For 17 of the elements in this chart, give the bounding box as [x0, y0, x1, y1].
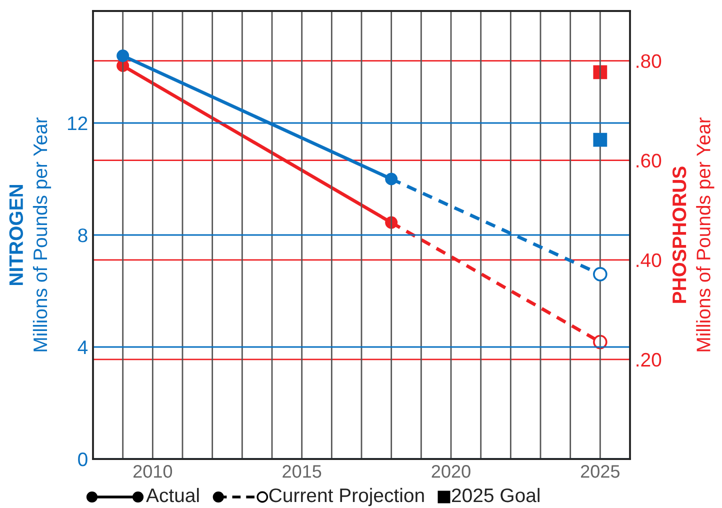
text: Current Projection	[269, 488, 424, 506]
x-tick-label: 2010	[133, 465, 172, 478]
y-tick-label: 12	[68, 116, 88, 130]
y2-tick-label: .20	[636, 352, 662, 367]
text: Actual	[146, 488, 199, 502]
x-tick-label: 2015	[282, 465, 322, 478]
y-tick-label: 4	[78, 340, 88, 354]
x-tick-label: 2025	[580, 465, 620, 478]
text: 2025 Goal	[452, 488, 540, 502]
y2-tick-label: .80	[636, 54, 662, 68]
y-tick-label: 8	[78, 228, 88, 242]
x-tick-label: 2020	[432, 465, 470, 478]
y2-tick-label: .40	[636, 253, 662, 268]
y2-tick-label: .60	[636, 154, 662, 168]
y-tick-label: 0	[78, 452, 88, 466]
y-axis-title: NITROGEN Millions of Pounds per Year	[9, 117, 52, 352]
y2-axis-title: PHOSPHORUS Millions of Pounds per Year	[672, 117, 714, 352]
